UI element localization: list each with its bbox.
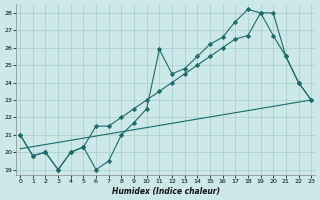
X-axis label: Humidex (Indice chaleur): Humidex (Indice chaleur) xyxy=(112,187,220,196)
